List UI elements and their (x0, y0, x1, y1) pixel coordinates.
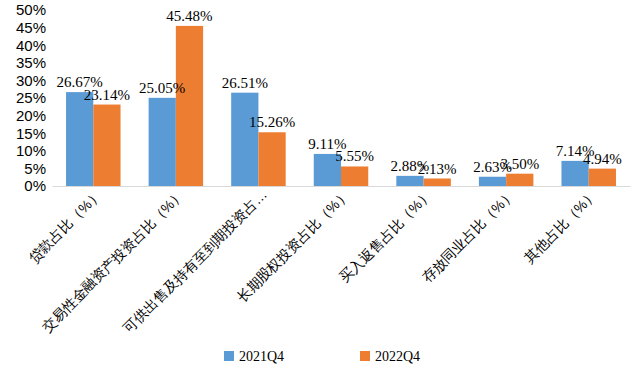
x-tick-label: 长期股权投资占比（%） (233, 186, 352, 305)
x-tick-label: 交易性金融资产投资占比（%） (39, 186, 188, 335)
y-tick-label: 20% (16, 107, 46, 124)
plot: 0%5%10%15%20%25%30%35%40%45%50%贷款占比（%）交易… (16, 1, 631, 336)
bar (93, 105, 120, 186)
y-tick: 50% (16, 1, 52, 18)
x-tick: 买入返售占比（%） (336, 186, 435, 285)
legend: 2021Q4 2022Q4 (224, 349, 420, 364)
data-label: 4.94% (583, 151, 622, 167)
chart: 0%5%10%15%20%25%30%35%40%45%50%贷款占比（%）交易… (0, 0, 640, 376)
x-tick: 长期股权投资占比（%） (233, 186, 352, 305)
legend-item: 2022Q4 (360, 349, 420, 364)
data-label: 2.13% (418, 161, 457, 177)
bar (258, 132, 285, 186)
bars (66, 26, 616, 186)
data-label: 3.50% (500, 156, 539, 172)
series (66, 92, 589, 186)
series (93, 26, 616, 186)
bar (424, 179, 451, 186)
legend-item: 2021Q4 (224, 349, 284, 364)
x-tick: 其他占比（%） (521, 186, 601, 266)
x-tick: 可供出售及持有至到期投资占… (120, 186, 270, 336)
bar (506, 174, 533, 186)
data-label: 23.14% (84, 87, 130, 103)
y-tick-label: 40% (16, 37, 46, 54)
y-tick-label: 50% (16, 1, 46, 18)
y-tick: 45% (16, 19, 52, 36)
data-label: 25.05% (139, 80, 185, 96)
data-label: 15.26% (249, 114, 295, 130)
y-tick: 30% (16, 72, 52, 89)
data-label: 26.51% (222, 75, 268, 91)
bar (176, 26, 203, 186)
bar (66, 92, 93, 186)
bar (341, 166, 368, 186)
bar (396, 176, 423, 186)
y-axis: 0%5%10%15%20%25%30%35%40%45%50% (16, 1, 53, 194)
y-axis-line (52, 11, 53, 187)
x-tick: 交易性金融资产投资占比（%） (39, 186, 188, 335)
y-tick-label: 0% (24, 177, 46, 194)
y-tick: 0% (24, 177, 52, 194)
y-tick: 35% (16, 54, 52, 71)
y-tick-label: 15% (16, 125, 46, 142)
y-tick-label: 10% (16, 142, 46, 159)
y-tick: 40% (16, 37, 52, 54)
x-tick: 贷款占比（%） (25, 186, 105, 266)
bar (479, 177, 506, 186)
y-tick-label: 45% (16, 19, 46, 36)
x-axis: 贷款占比（%）交易性金融资产投资占比（%）可供出售及持有至到期投资占…长期股权投… (25, 186, 630, 336)
y-tick: 5% (24, 160, 52, 177)
x-tick-label: 其他占比（%） (521, 186, 601, 266)
data-label: 45.48% (166, 8, 212, 24)
y-tick: 20% (16, 107, 52, 124)
x-tick-label: 买入返售占比（%） (336, 186, 435, 285)
data-label: 5.55% (335, 148, 374, 164)
data-labels: 26.67%25.05%26.51%9.11%2.88%2.63%7.14%23… (57, 8, 622, 177)
legend-label: 2021Q4 (239, 349, 284, 364)
y-tick-label: 5% (24, 160, 46, 177)
x-tick-label: 可供出售及持有至到期投资占… (120, 186, 270, 336)
y-tick-label: 25% (16, 89, 46, 106)
x-tick-label: 贷款占比（%） (25, 186, 105, 266)
legend-swatch (224, 351, 234, 361)
bar (231, 93, 258, 186)
legend-label: 2022Q4 (375, 349, 420, 364)
bar (589, 169, 616, 186)
legend-swatch (360, 351, 370, 361)
x-tick-label: 存放同业占比（%） (418, 186, 517, 285)
y-tick-label: 30% (16, 72, 46, 89)
x-tick: 存放同业占比（%） (418, 186, 517, 285)
y-tick: 15% (16, 125, 52, 142)
bar (149, 98, 176, 186)
y-tick: 25% (16, 89, 52, 106)
y-tick-label: 35% (16, 54, 46, 71)
y-tick: 10% (16, 142, 52, 159)
